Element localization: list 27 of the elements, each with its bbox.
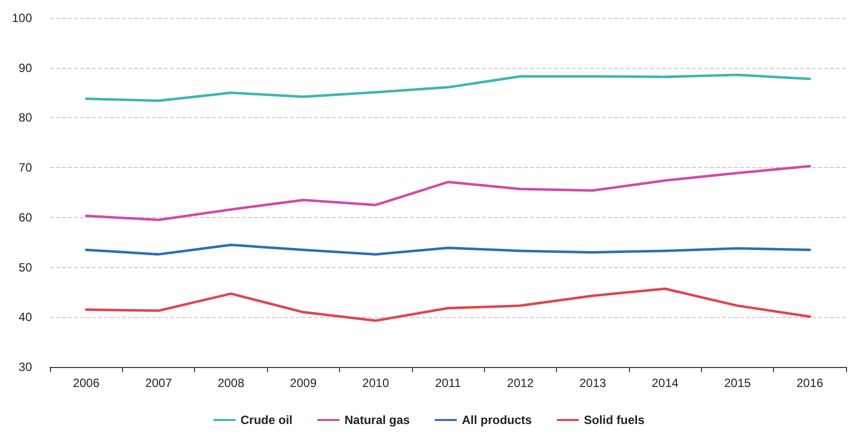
y-tick-label: 70 bbox=[18, 160, 32, 175]
y-tick-label: 90 bbox=[18, 60, 32, 75]
x-tick-label: 2010 bbox=[362, 376, 390, 390]
line-series bbox=[84, 287, 812, 322]
x-tick-label: 2009 bbox=[290, 376, 317, 390]
y-tick-label: 50 bbox=[18, 260, 32, 274]
legend-label: All products bbox=[462, 413, 532, 427]
x-tick-label: 2012 bbox=[507, 376, 534, 390]
y-tick-label: 60 bbox=[18, 210, 32, 224]
legend-label: Solid fuels bbox=[584, 413, 645, 427]
x-tick-label: 2015 bbox=[724, 376, 752, 390]
y-tick-label: 40 bbox=[18, 310, 32, 324]
legend-label: Crude oil bbox=[240, 413, 292, 427]
x-tick-label: 2011 bbox=[435, 376, 462, 390]
line-series bbox=[84, 164, 812, 222]
y-tick-label: 30 bbox=[18, 360, 32, 374]
legend-label: Natural gas bbox=[344, 413, 410, 427]
x-tick-label: 2006 bbox=[72, 376, 100, 390]
x-tick-label: 2007 bbox=[145, 376, 172, 390]
x-tick-label: 2016 bbox=[796, 376, 824, 390]
y-tick-label: 80 bbox=[18, 110, 32, 125]
x-tick-label: 2008 bbox=[218, 376, 245, 390]
y-tick-label: 100 bbox=[12, 11, 32, 25]
x-tick-label: 2014 bbox=[652, 376, 679, 390]
line-series bbox=[84, 244, 812, 256]
x-tick-label: 2013 bbox=[579, 376, 606, 390]
line-series bbox=[84, 74, 812, 102]
